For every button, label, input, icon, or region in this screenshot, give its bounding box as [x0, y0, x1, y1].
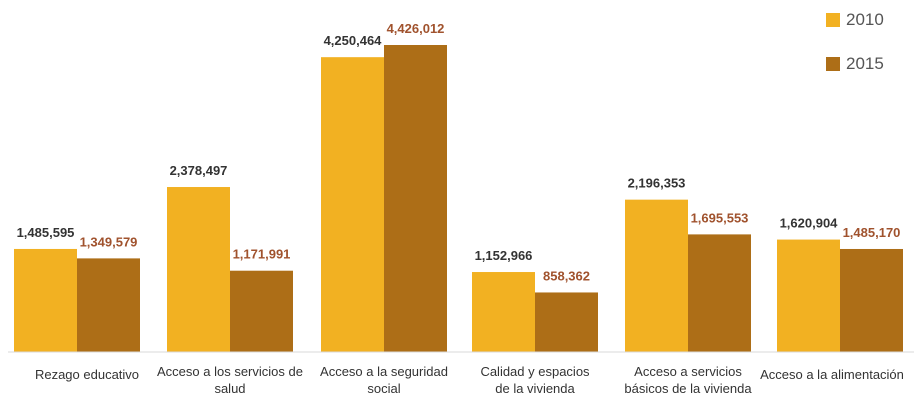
bar-2015-5 — [840, 248, 903, 352]
value-label-2015-5: 1,485,170 — [843, 225, 901, 240]
category-label-5: Acceso a la alimentación — [747, 366, 917, 383]
bar-2015-2 — [384, 45, 447, 352]
category-label-line: Acceso a los servicios de — [157, 364, 303, 379]
category-label-line: Acceso a la seguridad — [320, 364, 448, 379]
category-label-4: Acceso a servicios básicos de la vivienda — [603, 363, 773, 397]
category-label-3: Calidad y espacios de la vivienda — [450, 363, 620, 397]
legend: 2010 2015 — [826, 8, 916, 96]
value-label-2015-0: 1,349,579 — [80, 234, 138, 249]
bar-2010-5 — [777, 239, 840, 352]
value-label-2015-3: 858,362 — [543, 268, 590, 283]
legend-item-2015: 2015 — [826, 52, 916, 76]
category-label-2: Acceso a la seguridad social — [299, 363, 469, 397]
legend-swatch-2015 — [826, 57, 840, 71]
value-label-2015-2: 4,426,012 — [387, 21, 445, 36]
category-label-line: Calidad y espacios — [480, 364, 590, 379]
category-label-line: de la vivienda — [495, 381, 575, 396]
category-label-line: salud — [214, 381, 246, 396]
value-label-2010-0: 1,485,595 — [17, 225, 75, 240]
category-label-1: Acceso a los servicios de salud — [145, 363, 315, 397]
bar-2015-3 — [535, 292, 598, 352]
value-label-2010-2: 4,250,464 — [324, 33, 383, 48]
legend-swatch-2010 — [826, 13, 840, 27]
bars-group — [14, 45, 903, 352]
category-label-line: Rezago educativo — [34, 367, 140, 382]
bar-2015-1 — [230, 270, 293, 352]
value-label-2015-1: 1,171,991 — [233, 247, 291, 262]
bar-2010-1 — [167, 187, 230, 352]
bar-2010-2 — [321, 57, 384, 352]
bar-2010-4 — [625, 199, 688, 352]
value-label-2010-1: 2,378,497 — [170, 163, 228, 178]
bar-2015-4 — [688, 234, 751, 352]
category-label-line: Acceso a servicios — [634, 364, 742, 379]
bar-2010-3 — [472, 272, 535, 352]
bar-2010-0 — [14, 248, 77, 352]
value-label-2010-5: 1,620,904 — [780, 216, 839, 231]
category-label-line: básicos de la vivienda — [624, 381, 752, 396]
category-label-0: Rezago educativo — [2, 366, 172, 383]
value-label-2010-4: 2,196,353 — [628, 176, 686, 191]
legend-label-2015: 2015 — [846, 54, 884, 73]
bar-2015-0 — [77, 258, 140, 352]
category-label-line: social — [367, 381, 401, 396]
value-label-2015-4: 1,695,553 — [691, 210, 749, 225]
value-labels-group: 1,485,595 1,349,579 2,378,497 1,171,991 4,25… — [17, 21, 901, 283]
value-label-2010-3: 1,152,966 — [475, 248, 533, 263]
legend-label-2010: 2010 — [846, 10, 884, 29]
legend-item-2010: 2010 — [826, 8, 916, 32]
category-label-line: Acceso a la alimentación — [760, 367, 904, 382]
